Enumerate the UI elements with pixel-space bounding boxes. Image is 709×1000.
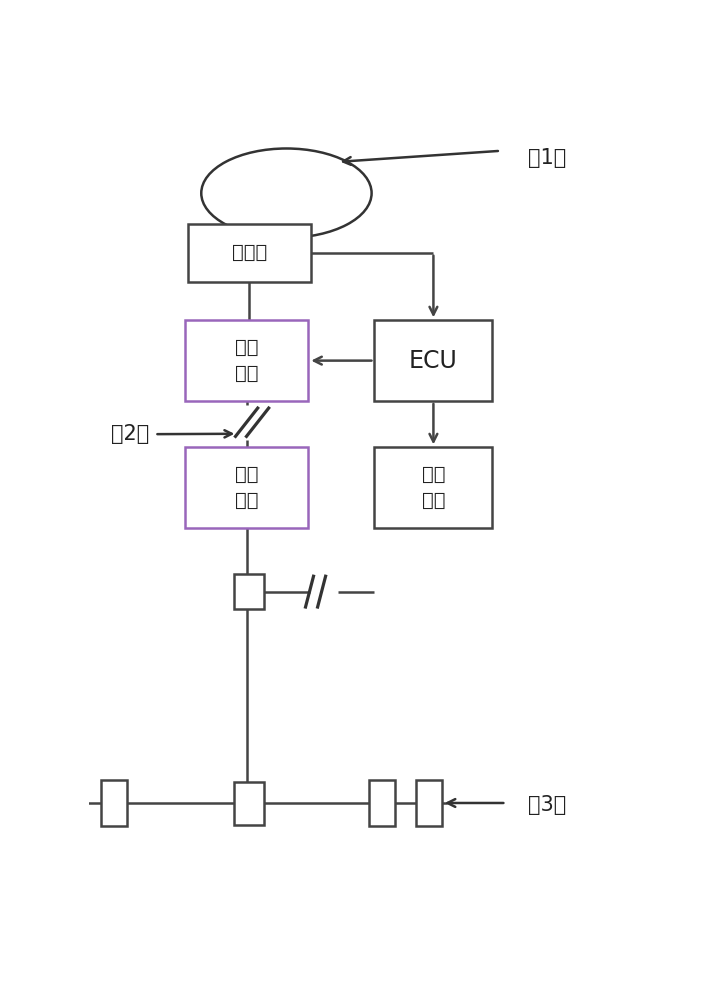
Ellipse shape xyxy=(201,148,372,238)
Text: （2）: （2） xyxy=(111,424,149,444)
Text: 备用
电机: 备用 电机 xyxy=(422,465,445,510)
Bar xyxy=(415,780,442,826)
Text: 传感器: 传感器 xyxy=(232,243,267,262)
Text: ECU: ECU xyxy=(409,349,458,373)
Bar xyxy=(185,447,308,528)
Bar xyxy=(234,782,264,825)
Bar xyxy=(101,780,127,826)
Text: （3）: （3） xyxy=(528,795,566,815)
Bar xyxy=(369,780,395,826)
Bar xyxy=(374,320,493,401)
Text: 转向
电机: 转向 电机 xyxy=(235,465,258,510)
Bar xyxy=(374,447,493,528)
Bar xyxy=(234,574,264,609)
Bar xyxy=(185,320,308,401)
Text: （1）: （1） xyxy=(528,148,566,168)
Text: 路感
电机: 路感 电机 xyxy=(235,338,258,383)
Bar xyxy=(187,224,311,282)
